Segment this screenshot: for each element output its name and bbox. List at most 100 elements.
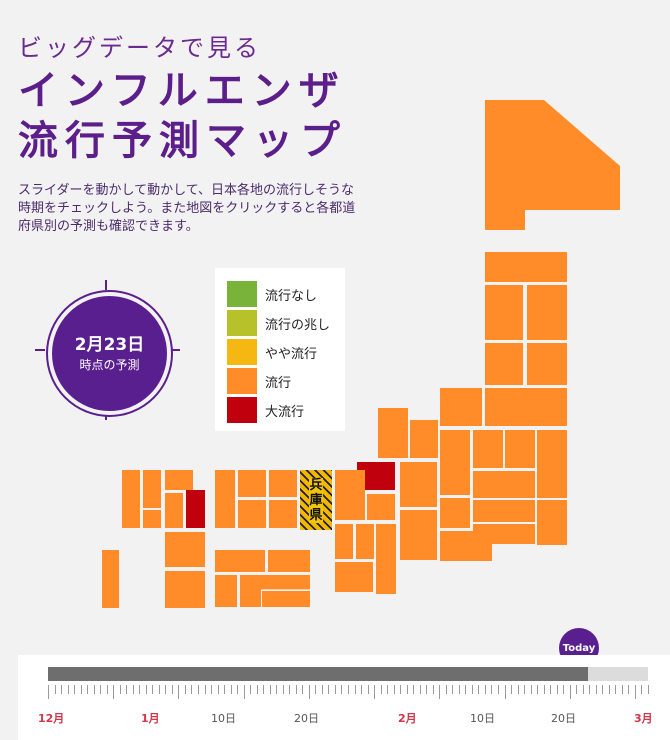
page-description: スライダーを動かして動かして、日本各地の流行しそうな時期をチェックしよう。また地… [18, 183, 356, 234]
prefecture-nagano[interactable] [440, 430, 470, 495]
forecast-date-label: 時点の予測 [79, 357, 140, 372]
slider-tick [634, 685, 636, 699]
slider-tick [139, 685, 141, 694]
prefecture-yamagata[interactable] [485, 343, 523, 385]
prefecture-tottori-a[interactable] [238, 470, 266, 497]
prefecture-ibaraki[interactable] [537, 430, 567, 498]
prefecture-kagoshima[interactable] [165, 571, 205, 608]
slider-tick [204, 685, 206, 694]
prefecture-ishikawa[interactable] [378, 408, 408, 458]
prefecture-tottori[interactable] [269, 470, 297, 497]
slider-tick [615, 685, 617, 694]
prefecture-miyagi[interactable] [527, 343, 567, 385]
prefecture-fukushima[interactable] [485, 388, 567, 426]
prefecture-mie[interactable] [376, 524, 396, 594]
prefecture-shimane[interactable] [215, 470, 235, 528]
page-title: インフルエンザ 流行予測マップ [18, 66, 347, 166]
prefecture-shiga[interactable] [367, 494, 395, 520]
prefecture-hokkaido-east[interactable] [525, 100, 620, 210]
prefecture-kochi-south[interactable] [262, 591, 310, 607]
prefecture-yamaguchi[interactable] [165, 470, 193, 490]
prefecture-shizuoka[interactable] [440, 531, 492, 561]
date-badge-circle: 2月23日 時点の予測 [48, 292, 171, 415]
slider-tick [315, 685, 317, 694]
slider-label: 2月 [398, 712, 417, 725]
prefecture-kagawa[interactable] [215, 550, 265, 572]
prefecture-gifu[interactable] [400, 462, 437, 507]
slider-tick [126, 685, 128, 694]
slider-label: 20日 [551, 712, 576, 725]
slider-tick [602, 685, 604, 694]
prefecture-tokushima[interactable] [268, 550, 310, 572]
badge-tick-left [35, 349, 45, 351]
slider-tick [498, 685, 499, 694]
prefecture-gunma[interactable] [473, 430, 503, 468]
slider-tick [152, 685, 154, 694]
slider-tick [263, 685, 265, 694]
slider-tick [445, 685, 447, 694]
badge-tick-bottom [105, 410, 107, 420]
prefecture-chiba[interactable] [537, 500, 567, 545]
prefecture-tochigi[interactable] [505, 430, 535, 468]
slider-label: 12月 [38, 712, 65, 725]
slider-tick [282, 685, 284, 694]
slider-tick [452, 685, 454, 694]
slider-tick [556, 685, 558, 694]
slider-tick [211, 685, 213, 694]
prefecture-niigata[interactable] [440, 388, 482, 426]
slider-tick [595, 685, 597, 694]
prefecture-kyoto[interactable] [335, 470, 365, 520]
prefecture-okayama[interactable] [269, 500, 297, 528]
legend-item-sign: 流行の兆し [227, 309, 330, 337]
prefecture-aomori[interactable] [485, 252, 567, 282]
prefecture-ehime[interactable] [215, 575, 237, 607]
legend-label: やや流行 [265, 346, 318, 362]
prefecture-nara[interactable] [356, 524, 374, 559]
legend-swatch [227, 310, 257, 336]
prefecture-oita[interactable] [165, 493, 183, 528]
prefecture-toyama[interactable] [410, 420, 438, 458]
slider-tick [426, 685, 428, 694]
prefecture-nagasaki[interactable] [143, 510, 161, 528]
prefecture-tokyo[interactable] [473, 500, 535, 522]
slider-tick [321, 685, 323, 694]
prefecture-okinawa[interactable] [102, 550, 119, 608]
slider-tick [74, 685, 76, 694]
prefecture-hyogo-highlighted[interactable]: 兵 庫 県 [300, 470, 332, 530]
slider-tick [87, 685, 89, 694]
slider-tick [250, 685, 252, 694]
prefecture-saga[interactable] [143, 470, 161, 508]
prefecture-aichi[interactable] [400, 510, 437, 560]
date-slider[interactable]: 12月 1月 10日 20日 2月 10日 20日 3月 [18, 655, 670, 740]
page-title-line1: インフルエンザ [18, 68, 346, 114]
slider-tick [237, 685, 239, 694]
prefecture-osaka[interactable] [335, 524, 353, 559]
prefecture-kumamoto[interactable] [186, 490, 205, 528]
legend-swatch [227, 397, 257, 423]
prefecture-hiroshima[interactable] [238, 500, 266, 528]
slider-tick [393, 685, 395, 694]
slider-tick [628, 685, 630, 694]
prefecture-iwate[interactable] [527, 285, 567, 340]
slider-tick [537, 685, 539, 694]
slider-tick [484, 685, 486, 694]
slider-tick [171, 685, 173, 694]
slider-tick [54, 685, 56, 694]
slider-label: 10日 [211, 712, 236, 725]
slider-tick [93, 685, 95, 694]
slider-tick [243, 685, 245, 699]
prefecture-wakayama[interactable] [335, 562, 373, 592]
slider-tick [224, 685, 226, 694]
slider-tick [361, 685, 363, 694]
slider-track[interactable] [48, 667, 648, 681]
prefecture-miyazaki[interactable] [165, 532, 205, 567]
legend-item-slight: やや流行 [227, 338, 317, 366]
slider-tick [308, 685, 310, 699]
prefecture-fukuoka[interactable] [122, 470, 140, 528]
prefecture-hokkaido[interactable] [485, 100, 525, 230]
prefecture-saitama[interactable] [473, 471, 535, 498]
slider-tick [341, 685, 343, 694]
prefecture-yamanashi[interactable] [440, 498, 470, 528]
slider-tick [165, 685, 167, 694]
prefecture-akita[interactable] [485, 285, 523, 340]
